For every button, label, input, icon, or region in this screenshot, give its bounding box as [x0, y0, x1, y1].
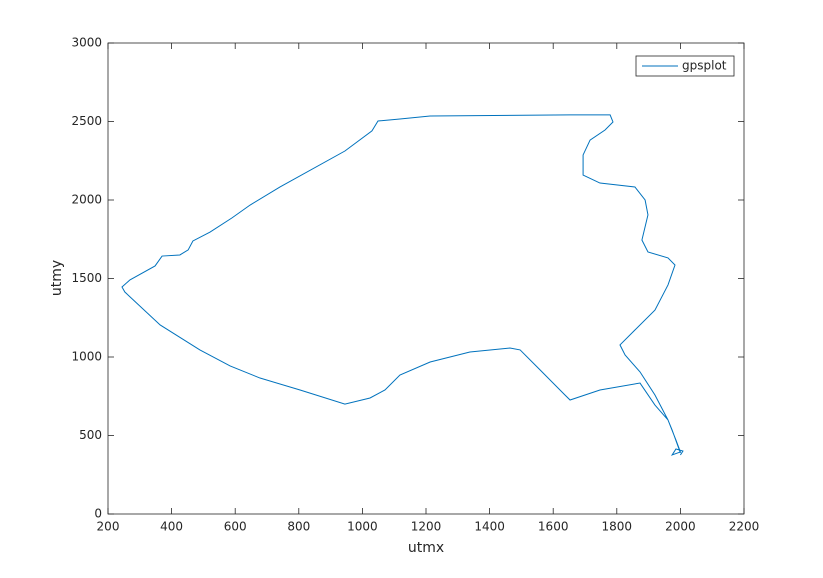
x-tick-label: 1800 — [602, 520, 633, 534]
y-tick-label: 2500 — [71, 114, 102, 128]
x-tick-label: 800 — [287, 520, 310, 534]
y-tick-label: 0 — [94, 507, 102, 521]
x-tick-label: 200 — [97, 520, 120, 534]
y-tick-label: 3000 — [71, 36, 102, 50]
x-tick-label: 1600 — [538, 520, 569, 534]
line — [121, 114, 684, 456]
y-axis-label: utmy — [49, 260, 65, 296]
x-tick-label: 2200 — [729, 520, 760, 534]
x-tick-label: 2000 — [665, 520, 696, 534]
x-tick-label: 600 — [224, 520, 247, 534]
y-tick-label: 2000 — [71, 193, 102, 207]
x-tick-label: 1400 — [474, 520, 505, 534]
x-tick-label: 400 — [160, 520, 183, 534]
legend-label: gpsplot — [682, 59, 727, 73]
plot-box — [107, 42, 745, 515]
y-tick-label: 1000 — [71, 350, 102, 364]
y-tick-label: 1500 — [71, 271, 102, 285]
x-tick-label: 1200 — [411, 520, 442, 534]
x-axis-label: utmx — [408, 540, 444, 556]
x-tick-label: 1000 — [347, 520, 378, 534]
legend-box — [635, 55, 735, 77]
y-tick-label: 500 — [79, 428, 102, 442]
